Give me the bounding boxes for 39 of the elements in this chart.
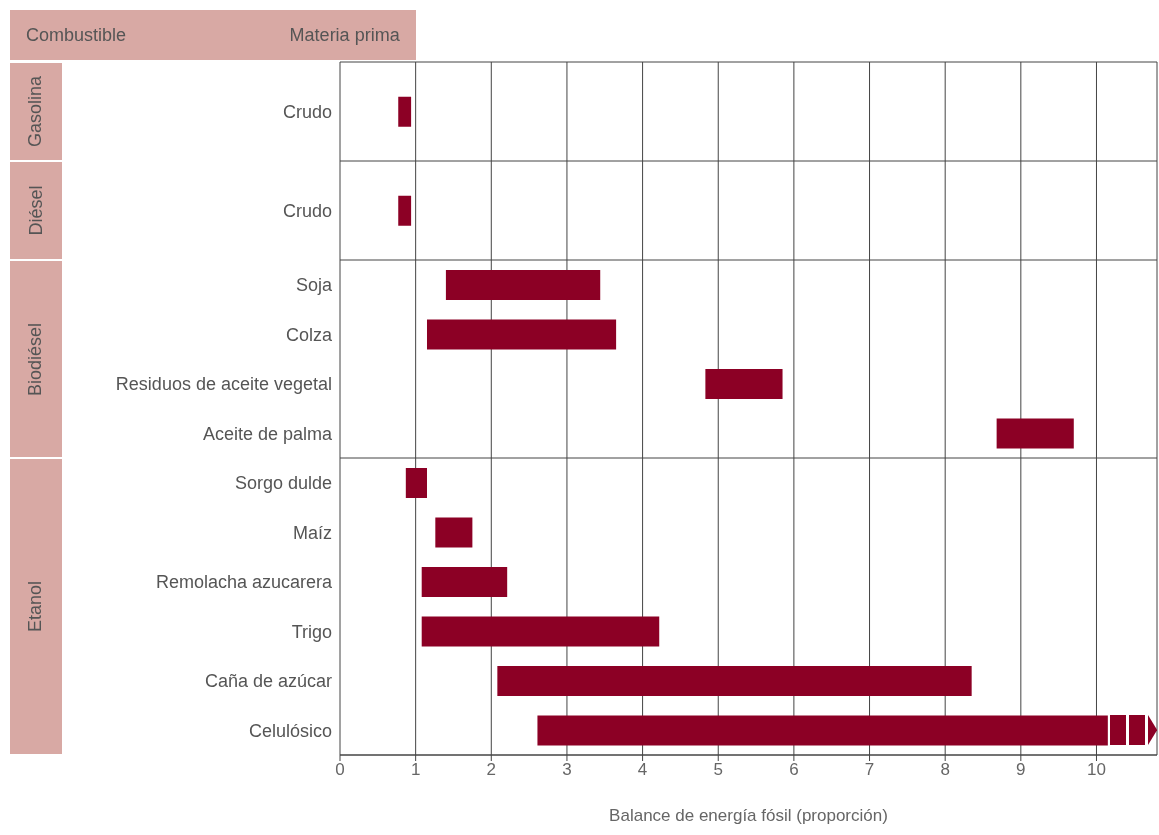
- text: Etanol: [25, 580, 47, 633]
- y-tick-label: Soja: [295, 275, 333, 296]
- bar: [996, 418, 1074, 449]
- bar: [427, 319, 617, 350]
- y-tick-label: Caña de azúcar: [204, 671, 332, 692]
- y-tick-label: Celulósico: [248, 720, 332, 741]
- y-tick-label: Trigo: [291, 621, 332, 642]
- y-tick-label: Residuos de aceite vegetal: [115, 374, 332, 395]
- bar: [405, 468, 427, 498]
- x-tick-label: 8: [940, 760, 950, 780]
- y-tick-label: Maíz: [292, 522, 332, 543]
- x-tick-label: 9: [1016, 760, 1026, 780]
- x-tick-label: 3: [562, 760, 572, 780]
- y-tick-label: Sorgo dulde: [234, 473, 332, 494]
- y-tick-label: Remolacha azucarera: [155, 572, 333, 593]
- bar: [705, 369, 783, 399]
- bar: [421, 616, 660, 647]
- text: Diésel: [25, 185, 47, 236]
- y-tick-label: Crudo: [282, 200, 332, 221]
- y-tick-label: Aceite de palma: [202, 423, 333, 444]
- text: Gasolina: [25, 75, 47, 148]
- x-tick-label: 5: [713, 760, 723, 780]
- x-tick-label: 10: [1087, 760, 1106, 780]
- y-tick-label: Crudo: [282, 101, 332, 122]
- y-tick-label: Colza: [285, 324, 333, 345]
- text: Biodiésel: [25, 322, 47, 396]
- bar: [421, 567, 508, 597]
- x-tick-label: 7: [864, 760, 875, 780]
- bar: [497, 666, 972, 696]
- bar: [435, 517, 473, 548]
- x-tick-label: 4: [637, 760, 648, 780]
- x-tick-label: 2: [486, 760, 497, 780]
- x-tick-label: 6: [789, 760, 799, 780]
- x-tick-label: 1: [410, 760, 421, 780]
- text: Combustible: [26, 24, 127, 46]
- bar: [445, 270, 601, 300]
- y-axis-title: Materia prima: [289, 24, 400, 46]
- x-tick-label: 0: [335, 760, 345, 780]
- x-axis-title: Balance de energía fósil (proporción): [609, 806, 888, 825]
